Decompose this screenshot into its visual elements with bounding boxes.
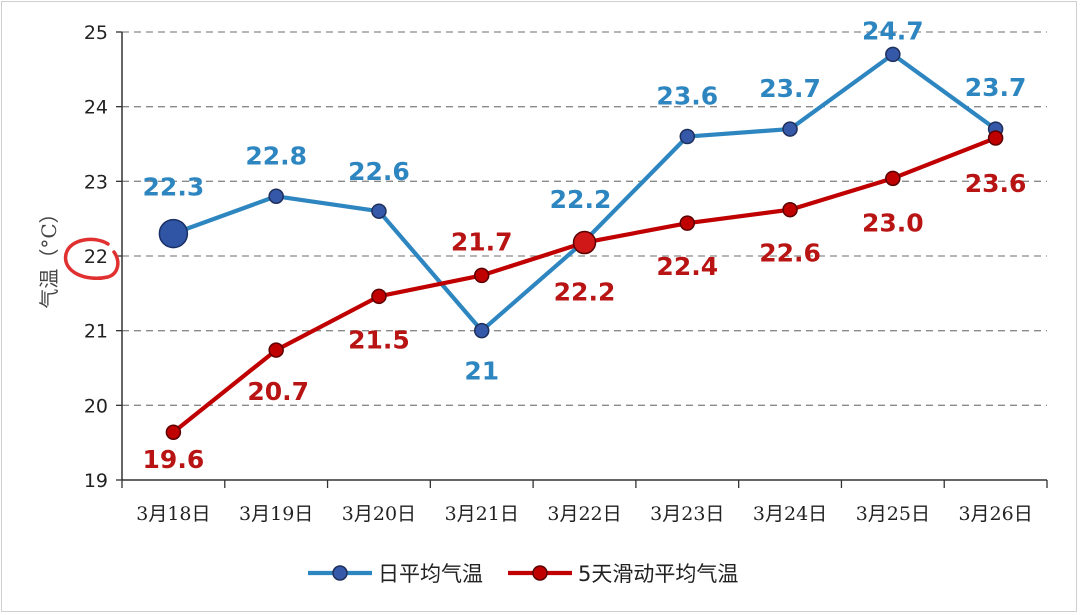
y-tick-label: 23 (84, 171, 108, 193)
data-label: 22.2 (554, 278, 616, 307)
y-tick-label: 20 (84, 395, 108, 417)
y-tick-label: 21 (84, 321, 108, 343)
data-point (782, 121, 798, 137)
x-tick-label: 3月21日 (445, 503, 519, 525)
legend-swatch-marker (332, 565, 348, 581)
x-tick-label: 3月25日 (856, 503, 930, 525)
data-label: 21.5 (348, 325, 410, 354)
x-tick-label: 3月22日 (547, 503, 621, 525)
data-point (371, 288, 387, 305)
legend: 日平均气温 5天滑动平均气温 (308, 562, 738, 586)
data-label: 22.8 (245, 141, 307, 170)
x-tick-labels: 3月18日 3月19日 3月20日 3月21日 3月22日 3月23日 3月24日 3月25日… (136, 503, 1032, 525)
data-point (572, 230, 597, 255)
data-label: 23.7 (965, 73, 1027, 102)
data-point (158, 218, 189, 249)
x-tick-label: 3月24日 (753, 503, 827, 525)
y-axis-label: 气温（°C） (37, 203, 61, 308)
x-tick-label: 3月18日 (136, 503, 210, 525)
y-tick-labels: 19 20 21 22 23 24 25 (84, 22, 108, 492)
y-tick-label: 24 (84, 97, 108, 119)
data-point (782, 201, 798, 218)
x-tick-label: 3月19日 (239, 503, 313, 525)
hand-drawn-circle-annotation (63, 237, 120, 280)
x-tick-label: 3月20日 (342, 503, 416, 525)
data-point (268, 342, 284, 358)
y-tick-label: 25 (84, 22, 108, 44)
axes (116, 31, 1048, 488)
series-layer (158, 46, 1004, 440)
data-label: 20.7 (247, 377, 309, 406)
data-label: 22.4 (656, 252, 718, 281)
data-point (473, 322, 490, 339)
annotation-ring (63, 237, 120, 280)
data-point (165, 424, 182, 440)
data-label: 23.6 (965, 169, 1027, 198)
data-label: 21 (464, 357, 499, 386)
legend-item: 5天滑动平均气温 (508, 562, 738, 586)
data-point (679, 215, 696, 231)
y-tick-label: 19 (84, 470, 108, 492)
data-label: 23.6 (656, 82, 718, 111)
data-point (987, 130, 1004, 146)
data-labels: 22.3 22.8 22.6 21 22.2 23.6 23.7 24.7 23.7 19.6 20… (143, 16, 1027, 474)
data-label: 22.3 (143, 173, 205, 202)
data-label: 22.6 (348, 157, 410, 186)
data-label: 19.6 (143, 445, 205, 474)
data-point (885, 170, 901, 187)
data-label: 21.7 (451, 227, 513, 256)
data-label: 22.6 (759, 239, 821, 268)
legend-item: 日平均气温 (308, 562, 483, 586)
data-label: 23.0 (862, 208, 924, 237)
legend-swatch-marker (532, 565, 548, 581)
data-label: 22.2 (550, 185, 612, 214)
y-tick-label: 22 (84, 246, 108, 268)
data-point (371, 203, 387, 219)
data-point (679, 128, 696, 145)
x-tick-label: 3月23日 (650, 503, 724, 525)
x-tick-label: 3月26日 (958, 503, 1032, 525)
data-point (885, 46, 901, 63)
data-label: 24.7 (862, 16, 924, 45)
series-2 (165, 130, 1004, 440)
legend-label: 5天滑动平均气温 (578, 562, 738, 586)
data-point (268, 188, 284, 205)
legend-label: 日平均气温 (378, 562, 483, 586)
data-label: 23.7 (759, 74, 821, 103)
data-point (473, 267, 490, 284)
